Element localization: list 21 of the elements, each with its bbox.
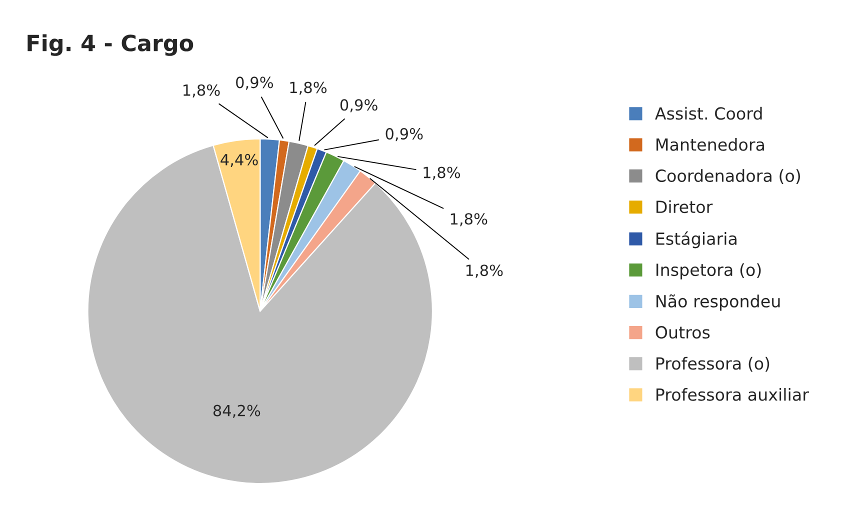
legend-label: Professora (o) — [656, 356, 770, 372]
legend-label: Coordenadora (o) — [656, 169, 800, 184]
data-label: 84,2% — [213, 404, 260, 418]
legend-label: Não respondeu — [656, 294, 780, 311]
data-label: 0,9% — [340, 99, 378, 112]
data-label: 0,9% — [236, 76, 274, 90]
legend-label: Assist. Coord — [655, 106, 762, 120]
data-label: 1,8% — [424, 166, 460, 180]
data-label: 1,8% — [290, 82, 327, 95]
data-label: 1,8% — [466, 264, 503, 278]
legend-label: Estágiaria — [656, 231, 736, 248]
legend-label: Professora auxiliar — [656, 388, 809, 401]
data-label: 0,9% — [386, 128, 423, 142]
legend-label: Mantenedora — [656, 138, 764, 151]
chart-title: Fig. 4 - Cargo — [28, 34, 194, 56]
legend-label: Inspetora (o) — [656, 263, 761, 280]
legend-label: Outros — [656, 326, 710, 339]
data-label: 4,4% — [220, 154, 258, 167]
data-label: 1,8% — [184, 84, 220, 98]
legend-label: Diretor — [656, 200, 713, 214]
data-label: 1,8% — [450, 213, 488, 226]
